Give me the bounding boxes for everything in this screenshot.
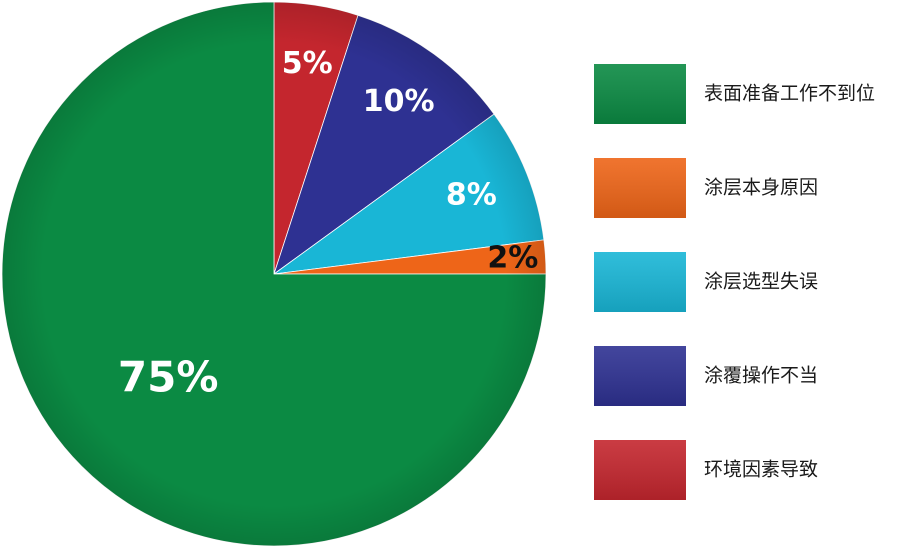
- legend-item-3: 涂层选型失误: [594, 252, 818, 312]
- pie-slices: [1, 1, 547, 547]
- legend-item-5: 环境因素导致: [594, 440, 818, 500]
- slice-label-5: 75%: [118, 352, 219, 401]
- slice-label-4: 2%: [487, 241, 538, 276]
- legend-label: 表面准备工作不到位: [704, 83, 875, 105]
- legend-label: 涂层本身原因: [704, 177, 818, 199]
- legend-swatch-shading: [594, 64, 686, 124]
- legend-label: 涂覆操作不当: [704, 365, 818, 387]
- legend-swatch-shading: [594, 346, 686, 406]
- slice-label-1: 5%: [282, 46, 333, 81]
- legend-swatch-shading: [594, 252, 686, 312]
- legend-swatch-shading: [594, 440, 686, 500]
- legend-label: 环境因素导致: [704, 459, 818, 481]
- slice-label-3: 8%: [446, 177, 497, 212]
- legend-item-4: 涂覆操作不当: [594, 346, 818, 406]
- legend-item-2: 涂层本身原因: [594, 158, 818, 218]
- legend-label: 涂层选型失误: [704, 271, 818, 293]
- slice-labels: 5% 10% 8% 2% 75%: [118, 46, 538, 401]
- legend-swatch-shading: [594, 158, 686, 218]
- slice-label-2: 10%: [363, 84, 435, 119]
- legend-item-1: 表面准备工作不到位: [594, 64, 875, 124]
